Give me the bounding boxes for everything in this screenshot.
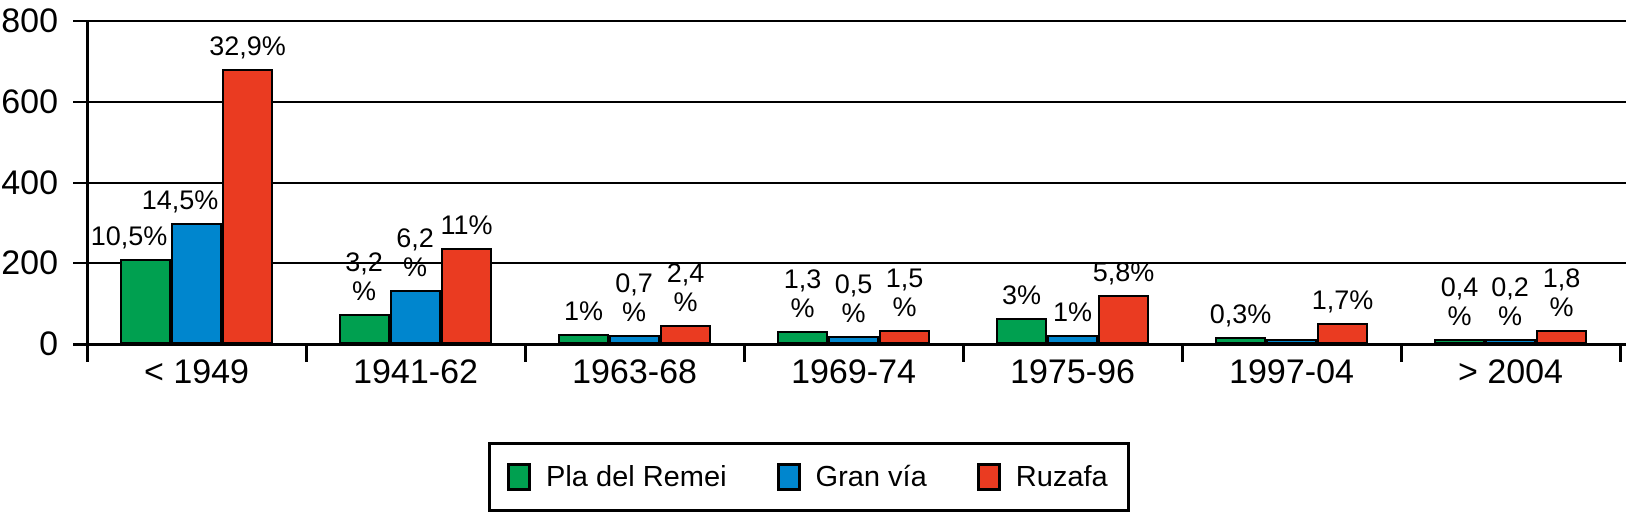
x-tick: [1399, 343, 1403, 362]
x-tick: [1618, 343, 1622, 362]
bar-label: 1,8 %: [1542, 262, 1581, 322]
bar-ruzafa: [441, 247, 492, 344]
category-label: 1941-62: [353, 353, 478, 391]
bar-ruzafa: [222, 69, 273, 344]
bar-pla-del-remei: [120, 259, 171, 344]
bar-label: 32,9%: [209, 31, 286, 62]
category-label: 1997-04: [1229, 353, 1354, 391]
y-tick-label: 600: [1, 82, 58, 121]
category-label: > 2004: [1458, 353, 1563, 391]
legend-label: Ruzafa: [1015, 461, 1108, 493]
category-label: < 1949: [144, 353, 249, 391]
x-tick: [1180, 343, 1184, 362]
x-tick: [523, 343, 527, 362]
bar-label: 1%: [563, 295, 604, 326]
legend-item: Pla del Remei: [507, 462, 727, 492]
bar-label: 1,5 %: [885, 263, 924, 323]
bar-label: 10,5%: [90, 221, 168, 252]
gridline: [73, 100, 1626, 103]
bar-pla-del-remei: [1215, 337, 1266, 344]
bar-label: 3,2 %: [345, 247, 383, 307]
gridline: [73, 262, 1626, 265]
category-label: 1969-74: [791, 353, 916, 391]
category-label: 1963-68: [572, 353, 697, 391]
bar-label: 11%: [440, 209, 493, 240]
bar-label: 0,7 %: [615, 268, 653, 328]
bar-gran-v-a: [390, 290, 441, 344]
bar-label: 0,4 %: [1440, 272, 1479, 331]
legend-swatch: [976, 463, 1001, 491]
bar-gran-v-a: [1047, 335, 1098, 344]
bar-label: 0,2 %: [1491, 272, 1529, 331]
legend-item: Ruzafa: [976, 461, 1108, 493]
x-tick: [304, 343, 308, 362]
bar-gran-v-a: [1266, 339, 1317, 344]
legend: Pla del Remei Gran vía Ruzafa: [488, 442, 1130, 512]
gridline: [73, 181, 1626, 184]
bar-label: 1%: [1052, 297, 1093, 328]
bar-ruzafa: [1317, 323, 1368, 344]
bar-label: 14,5%: [141, 184, 219, 215]
bar-ruzafa: [1098, 295, 1149, 344]
y-tick-label: 200: [1, 244, 58, 283]
gridline: [73, 342, 1626, 346]
bar-label: 0,3%: [1209, 299, 1272, 330]
y-tick-label: 400: [1, 163, 58, 202]
y-tick-label: 800: [1, 2, 58, 40]
bar-gran-v-a: [609, 335, 660, 344]
x-tick: [85, 343, 89, 362]
y-tick-label: 0: [39, 325, 58, 363]
category-label: 1975-96: [1010, 353, 1135, 391]
bar-label: 0,5 %: [834, 268, 873, 328]
bar-pla-del-remei: [996, 318, 1047, 344]
bar-label: 2,4 %: [666, 258, 705, 318]
bar-label: 1,3 %: [783, 264, 822, 324]
legend-swatch: [507, 463, 531, 491]
bar-pla-del-remei: [1434, 339, 1485, 344]
bar-ruzafa: [879, 330, 930, 344]
bar-pla-del-remei: [777, 331, 828, 344]
bar-ruzafa: [660, 325, 711, 344]
bar-label: 5,8%: [1092, 257, 1155, 288]
bar-gran-v-a: [1485, 339, 1536, 344]
bar-label: 3%: [1001, 280, 1042, 311]
legend-label: Gran vía: [815, 461, 927, 493]
bar-ruzafa: [1536, 329, 1587, 344]
legend-label: Pla del Remei: [546, 461, 727, 493]
bar-label: 6,2 %: [396, 223, 434, 283]
legend-item: Gran vía: [776, 461, 927, 493]
bar-pla-del-remei: [558, 333, 609, 344]
y-axis: [85, 21, 89, 362]
bar-pla-del-remei: [339, 314, 390, 344]
x-tick: [742, 343, 746, 362]
gridline: [73, 20, 1626, 22]
bar-gran-v-a: [828, 335, 879, 344]
bar-gran-v-a: [171, 222, 222, 344]
legend-swatch: [776, 463, 801, 491]
bar-label: 1,7%: [1311, 285, 1374, 315]
x-tick: [961, 343, 965, 362]
